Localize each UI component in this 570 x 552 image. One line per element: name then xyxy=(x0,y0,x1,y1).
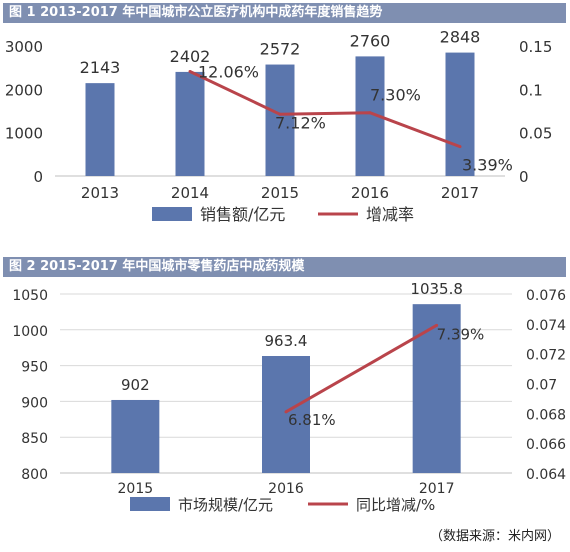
line-data-label: 7.30% xyxy=(370,86,421,105)
line-series xyxy=(189,70,461,149)
x-axis-tick-label: 2015 xyxy=(261,184,299,202)
line-data-label: 7.12% xyxy=(275,113,326,132)
line-point xyxy=(458,145,462,149)
bar xyxy=(85,83,115,176)
y-axis-tick-label: 3000 xyxy=(5,38,43,56)
legend-label: 市场规模/亿元 xyxy=(178,496,273,514)
legend-swatch-bar xyxy=(152,207,192,221)
line-data-label: 12.06% xyxy=(198,62,259,81)
x-axis-tick-label: 2017 xyxy=(419,481,455,497)
legend-label: 销售额/亿元 xyxy=(200,205,285,224)
bar-data-label: 2143 xyxy=(80,58,121,77)
x-axis-tick-label: 2017 xyxy=(441,184,479,202)
y-axis-tick-label: 1000 xyxy=(5,125,43,143)
line-series xyxy=(285,324,438,414)
y-axis-tick-label: 0 xyxy=(33,168,43,186)
y-axis-tick-label: 900 xyxy=(21,395,48,411)
legend-swatch-bar xyxy=(130,497,170,511)
y2-axis-tick-label: 0.15 xyxy=(519,38,552,56)
chart-1-svg: 0 1000 2000 3000 0 0.05 0.1 0.15 2143 2013 2402 201… xyxy=(5,28,553,224)
chart-title: 图 2 2015-2017 年中国城市零售药店中成药规模 xyxy=(3,257,566,277)
chart-2-svg: 800 850 900 950 1000 1050 0.064 0.066 0.068 0.07 0… xyxy=(12,280,566,514)
chart-panel-1: 图 1 2013-2017 年中国城市公立医疗机构中成药年度销售趋势 0 1000… xyxy=(0,0,570,242)
x-axis-tick-label: 2016 xyxy=(351,184,389,202)
y2-axis-tick-label: 0.076 xyxy=(526,288,566,304)
y2-axis-tick-label: 0.074 xyxy=(526,318,566,334)
y2-axis-tick-label: 0 xyxy=(519,168,529,186)
legend-label: 同比增减/% xyxy=(356,496,435,514)
y-axis-tick-label: 1000 xyxy=(12,324,48,340)
y-axis-tick-label: 2000 xyxy=(5,81,43,99)
y-axis-tick-label: 950 xyxy=(21,360,48,376)
y-axis-tick-label: 800 xyxy=(21,467,48,483)
bar-data-label: 1035.8 xyxy=(410,280,463,298)
legend-label: 增减率 xyxy=(366,205,414,224)
y-axis-tick-label: 850 xyxy=(21,431,48,447)
line-point xyxy=(284,410,288,414)
y2-axis-tick-label: 0.05 xyxy=(519,125,552,143)
y2-axis-tick-label: 0.064 xyxy=(526,467,566,483)
bar-data-label: 2848 xyxy=(440,28,481,47)
y-axis-tick-label: 1050 xyxy=(12,288,48,304)
y2-axis-tick-label: 0.068 xyxy=(526,407,566,423)
x-axis-tick-label: 2013 xyxy=(81,184,119,202)
bar-data-label: 963.4 xyxy=(265,332,308,350)
y2-axis-tick-label: 0.072 xyxy=(526,348,566,364)
data-source-note: （数据来源：米内网） xyxy=(429,529,560,544)
line-data-label: 3.39% xyxy=(462,156,513,175)
line-point xyxy=(278,112,282,116)
line-point xyxy=(368,111,372,115)
bar-data-label: 902 xyxy=(121,376,150,394)
x-axis-tick-label: 2016 xyxy=(268,481,304,497)
y2-axis-tick-label: 0.1 xyxy=(519,81,543,99)
bar-data-label: 2760 xyxy=(350,31,391,50)
chart-title: 图 1 2013-2017 年中国城市公立医疗机构中成药年度销售趋势 xyxy=(3,3,566,23)
line-data-label: 7.39% xyxy=(437,325,485,343)
bar xyxy=(265,64,295,176)
chart-panel-2: 图 2 2015-2017 年中国城市零售药店中成药规模 800 850 900 95… xyxy=(0,254,570,524)
bar xyxy=(262,356,310,473)
bar xyxy=(445,52,475,176)
x-axis-tick-label: 2014 xyxy=(171,184,209,202)
bar-data-label: 2402 xyxy=(170,47,211,66)
y2-axis-tick-label: 0.07 xyxy=(526,378,557,394)
y2-axis-tick-label: 0.066 xyxy=(526,437,566,453)
bar-data-label: 2572 xyxy=(260,40,301,59)
bar xyxy=(111,399,160,473)
line-point xyxy=(188,69,192,73)
bar xyxy=(175,71,205,176)
bar xyxy=(412,304,461,473)
line-data-label: 6.81% xyxy=(288,411,336,429)
x-axis-tick-label: 2015 xyxy=(118,481,154,497)
line-point xyxy=(435,323,439,327)
